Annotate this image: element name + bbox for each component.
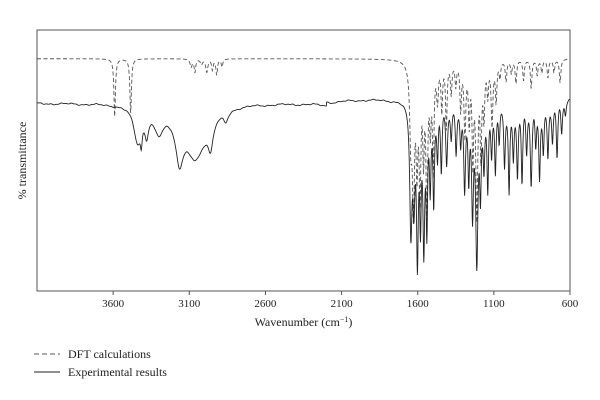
legend-label-dft: DFT calculations bbox=[68, 347, 151, 361]
ir-spectrum-chart: 3600 3100 2600 2100 1600 1100 600 % transmitta… bbox=[15, 29, 579, 330]
x-tick-label-2100: 2100 bbox=[331, 298, 354, 310]
x-tick-label-600: 600 bbox=[562, 298, 579, 310]
x-tick-label-1100: 1100 bbox=[483, 298, 505, 310]
x-tick-label-1600: 1600 bbox=[407, 298, 430, 310]
legend-label-experimental: Experimental results bbox=[68, 365, 167, 379]
x-tick-label-3600: 3600 bbox=[102, 298, 125, 310]
legend-item-dft: DFT calculations bbox=[34, 345, 167, 363]
x-axis-tick-labels: 3600 3100 2600 2100 1600 1100 600 bbox=[102, 298, 579, 310]
x-tick-label-2600: 2600 bbox=[254, 298, 277, 310]
x-axis-ticks bbox=[112, 291, 571, 295]
y-axis-title: % transmittance bbox=[15, 122, 29, 200]
legend-item-experimental: Experimental results bbox=[34, 363, 167, 381]
x-tick-label-3100: 3100 bbox=[178, 298, 201, 310]
legend: DFT calculations Experimental results bbox=[34, 345, 167, 381]
series-line-dft-calculations bbox=[37, 58, 571, 225]
x-axis-title: Wavenumber (cm−1) bbox=[255, 315, 353, 330]
series-line-experimental-results bbox=[36, 98, 571, 275]
legend-solid-line-icon bbox=[34, 367, 60, 377]
plot-frame bbox=[36, 29, 571, 292]
legend-dashed-line-icon bbox=[34, 349, 60, 359]
